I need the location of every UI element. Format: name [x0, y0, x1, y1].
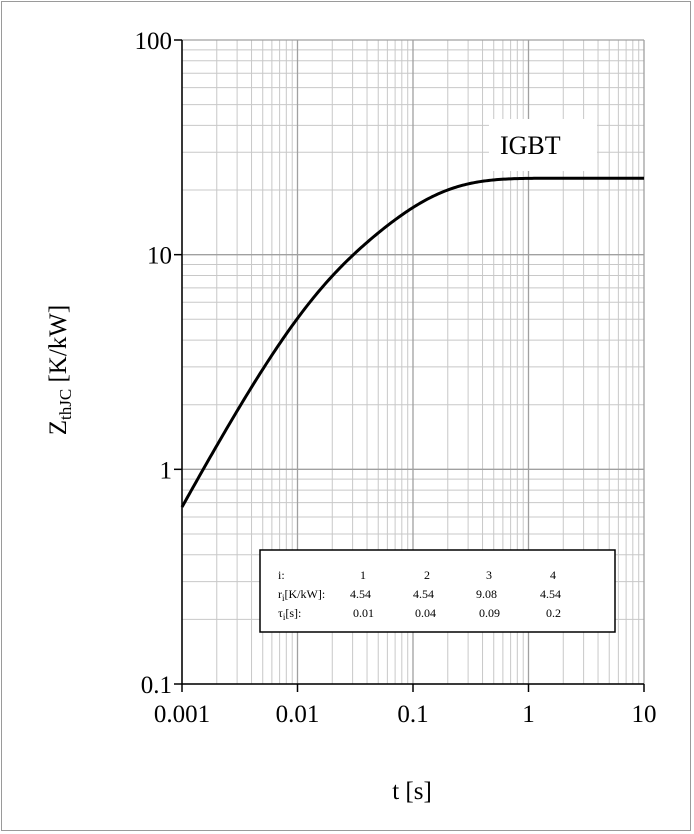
table-r-label: ri[K/kW]:	[278, 587, 325, 603]
series-label-igbt: IGBT	[500, 131, 561, 160]
y-tick-label: 100	[135, 28, 173, 55]
y-axis-title: ZthJC [K/kW]	[45, 305, 75, 435]
table-tau-label-main: τ	[278, 606, 283, 620]
table-r-label-sub: i	[282, 593, 285, 603]
table-r-4: 4.54	[540, 587, 561, 601]
y-axis-title-rest: [K/kW]	[45, 305, 72, 389]
table-tau-label-rest: [s]:	[285, 606, 301, 620]
x-tick-labels: 0.001 0.01 0.1 1 10	[154, 701, 657, 728]
table-tau-label: τi[s]:	[278, 606, 301, 622]
x-tick-label: 10	[632, 701, 657, 728]
table-r-1: 4.54	[350, 587, 371, 601]
table-r-2: 4.54	[413, 587, 434, 601]
table-r-label-rest: [K/kW]:	[285, 587, 326, 601]
series-line-igbt	[180, 176, 644, 508]
table-tau-label-sub: i	[283, 612, 286, 622]
y-axis-title-sub: thJC	[56, 389, 75, 420]
table-i-2: 2	[424, 568, 430, 582]
y-axis-title-main: Z	[45, 420, 72, 435]
axes	[174, 39, 645, 692]
x-tick-label: 1	[522, 701, 535, 728]
y-tick-label: 1	[160, 457, 173, 484]
table-tau-2: 0.04	[415, 606, 436, 620]
y-tick-label: 10	[147, 243, 172, 270]
x-tick-label: 0.01	[276, 701, 320, 728]
table-tau-4: 0.2	[546, 606, 561, 620]
table-i-1: 1	[360, 568, 366, 582]
parameter-table: i: ri[K/kW]: τi[s]: 1 2 3 4 4.54 4.54 9.…	[259, 549, 616, 633]
parameter-table-box	[259, 549, 616, 633]
table-i-3: 3	[486, 568, 492, 582]
table-i-label: i:	[278, 568, 285, 582]
table-r-3: 9.08	[476, 587, 497, 601]
y-tick-label: 0.1	[141, 672, 172, 699]
series-label-bg	[489, 119, 597, 171]
table-tau-1: 0.01	[353, 606, 374, 620]
table-r-label-main: r	[278, 587, 282, 601]
x-tick-label: 0.1	[397, 701, 428, 728]
table-tau-3: 0.09	[479, 606, 500, 620]
x-tick-label: 0.001	[154, 701, 210, 728]
table-i-4: 4	[550, 568, 556, 582]
y-tick-labels: 0.1 1 10 100	[135, 28, 173, 699]
x-axis-title: t [s]	[392, 778, 432, 805]
